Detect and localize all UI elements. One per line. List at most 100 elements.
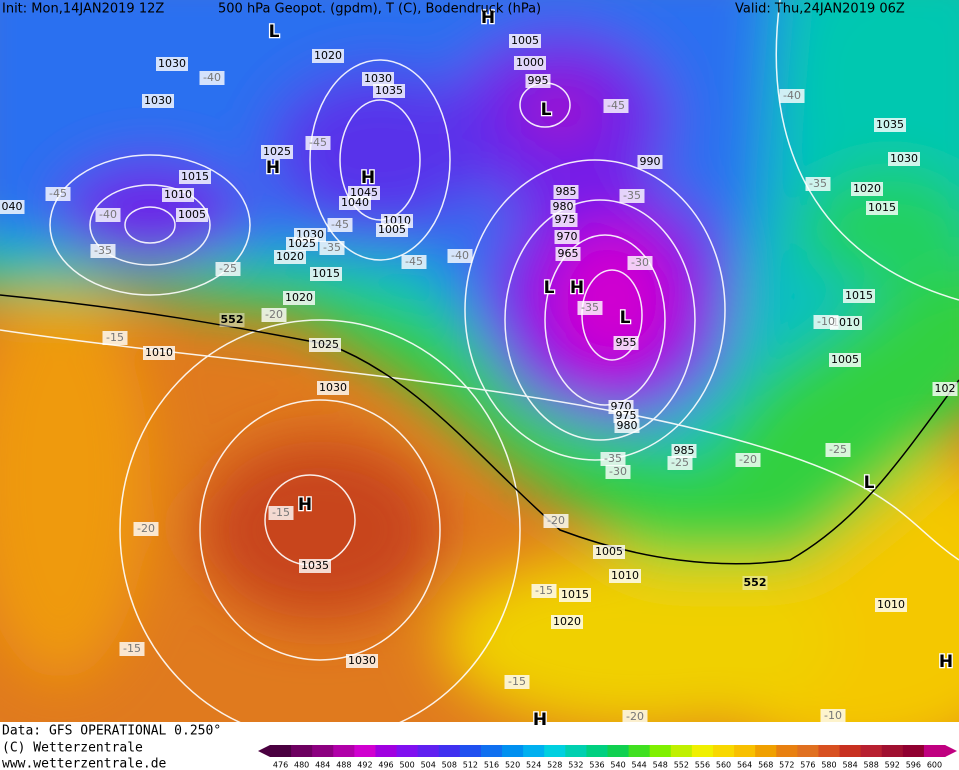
colorbar-tick-label: 584 — [842, 761, 857, 770]
colorbar-tick-label: 532 — [568, 761, 583, 770]
colorbar-tick-label: 520 — [505, 761, 520, 770]
temperature-label: -45 — [309, 136, 327, 149]
isobar-label: 1025 — [311, 338, 339, 351]
isobar-label: 990 — [640, 155, 661, 168]
isobar-label: 970 — [557, 230, 578, 243]
label-box — [735, 453, 761, 467]
isobar-label: 1005 — [511, 34, 539, 47]
colorbar-cell — [502, 745, 524, 757]
isobar-label: 1015 — [181, 170, 209, 183]
label-box — [319, 241, 345, 255]
isobar-label: 1030 — [158, 57, 186, 70]
colorbar: 476 480 484 488 492 496 500 504 508 512 516 520 524 5… — [258, 745, 957, 770]
label-box — [888, 152, 920, 166]
label-box — [552, 213, 578, 227]
label-box — [619, 189, 645, 203]
label-box — [305, 136, 331, 150]
isobar-label: 955 — [616, 336, 637, 349]
label-box — [525, 74, 551, 88]
isobar-label: 1010 — [832, 316, 860, 329]
colorbar-tick-label: 576 — [800, 761, 815, 770]
isobar-label: 1010 — [877, 598, 905, 611]
label-box — [142, 94, 174, 108]
label-box — [553, 185, 579, 199]
colorbar-cell — [691, 745, 714, 757]
isobar-label: 1010 — [145, 346, 173, 359]
isobar-label: 995 — [528, 74, 549, 87]
label-box — [299, 559, 331, 573]
pressure-center: L — [269, 22, 280, 42]
isobar-label: 985 — [556, 185, 577, 198]
colorbar-cell — [734, 745, 756, 757]
temperature-label: -35 — [581, 301, 599, 314]
label-box — [577, 301, 603, 315]
pressure-center: H — [266, 158, 280, 178]
isobar-label: 1005 — [178, 208, 206, 221]
label-box — [600, 452, 626, 466]
temperature-label: -10 — [824, 709, 842, 722]
label-box — [671, 444, 697, 458]
isobar-label: 1000 — [516, 56, 544, 69]
temperature-label: -15 — [272, 506, 290, 519]
colorbar-cell — [291, 745, 313, 757]
label-box — [215, 262, 241, 276]
colorbar-cell — [354, 745, 376, 757]
temperature-label: -35 — [623, 189, 641, 202]
colorbar-tick-label: 600 — [927, 761, 942, 770]
temperature-label: -20 — [137, 522, 155, 535]
label-box — [102, 331, 128, 345]
pressure-center: H — [939, 652, 953, 672]
label-box — [401, 255, 427, 269]
label-box — [622, 710, 648, 724]
data-source: Data: GFS OPERATIONAL 0.250° — [2, 724, 221, 739]
colorbar-tick-label: 592 — [885, 761, 900, 770]
colorbar-cell — [480, 745, 503, 757]
isobar-label: 1020 — [553, 615, 581, 628]
label-box — [162, 188, 194, 202]
colorbar-tick-label: 536 — [589, 761, 604, 770]
label-box — [362, 72, 394, 86]
label-box — [559, 588, 591, 602]
label-box — [143, 346, 175, 360]
label-box — [555, 247, 581, 261]
label-box — [805, 177, 831, 191]
isobar-label: 1030 — [348, 654, 376, 667]
colorbar-tick-label: 556 — [695, 761, 710, 770]
temperature-label: -10 — [817, 315, 835, 328]
temperature-label: -25 — [829, 443, 847, 456]
temperature-label: -30 — [609, 465, 627, 478]
label-box — [179, 170, 211, 184]
temperature-label: -20 — [626, 710, 644, 723]
label-box — [667, 456, 693, 470]
website: www.wetterzentrale.de — [2, 757, 167, 770]
colorbar-cell — [586, 745, 608, 757]
isobar-label: 1020 — [285, 291, 313, 304]
temperature-label: -40 — [451, 249, 469, 262]
label-box — [874, 118, 906, 132]
colorbar-cell — [544, 745, 566, 757]
label-box — [312, 49, 344, 63]
height-label: 552 — [744, 576, 767, 589]
label-box — [742, 576, 768, 590]
label-box — [627, 256, 653, 270]
isobar-label: 102 — [935, 382, 956, 395]
label-box — [825, 443, 851, 457]
isobar-label: 1005 — [831, 353, 859, 366]
label-box — [156, 57, 188, 71]
temperature-label: -25 — [219, 262, 237, 275]
label-box — [843, 289, 875, 303]
colorbar-tick-label: 492 — [357, 761, 372, 770]
label-box — [95, 208, 121, 222]
colorbar-cell — [396, 745, 419, 757]
colorbar-cell — [417, 745, 440, 757]
isobar-label: 040 — [2, 200, 23, 213]
temperature-label: -45 — [607, 99, 625, 112]
552-line — [0, 294, 959, 565]
colorbar-tick-label: 488 — [336, 761, 351, 770]
isobar-label: 1035 — [301, 559, 329, 572]
colorbar-tick-label: 588 — [864, 761, 879, 770]
colorbar-tick-label: 516 — [484, 761, 499, 770]
valid-time: Valid: Thu,24JAN2019 06Z — [735, 2, 905, 17]
label-box — [932, 382, 958, 396]
